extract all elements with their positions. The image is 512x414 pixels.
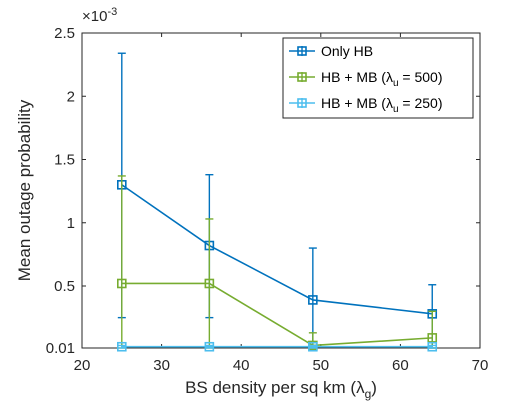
x-label-text: BS density per sq km (	[185, 378, 356, 397]
x-tick-label: 40	[233, 357, 250, 374]
data-point	[308, 295, 318, 305]
plot-area: 20 30 40 50 60 70 0.01 0.5 1 1.5 2 2.5	[46, 25, 489, 374]
series-2	[117, 175, 438, 351]
legend-label: Only HB	[321, 43, 373, 59]
axes-box	[81, 32, 481, 349]
series-line	[121, 282, 433, 347]
legend-item-2: HB + MB (λu = 500)	[289, 69, 443, 89]
legend-label-main: HB + MB (λ	[321, 69, 393, 85]
legend-label-sub: u	[393, 104, 399, 115]
y-exponent-label: ×10-3	[82, 6, 117, 25]
y-exponent-power: -3	[107, 6, 117, 18]
y-tick-label: 0.01	[46, 340, 75, 357]
legend-item-3: HB + MB (λu = 250)	[289, 95, 443, 115]
data-point	[117, 341, 127, 352]
y-tick-label: 2	[67, 88, 75, 105]
x-label-close: )	[371, 378, 377, 397]
legend-label-sub: u	[393, 78, 399, 89]
y-tick-label: 0.5	[54, 278, 75, 295]
x-label-sub: g	[365, 387, 372, 401]
legend-label-tail: = 500)	[399, 69, 443, 85]
legend-marker	[297, 98, 307, 108]
series-3	[117, 341, 438, 352]
legend-item-1: Only HB	[289, 43, 373, 59]
y-tick-label: 2.5	[54, 25, 75, 42]
data-point	[427, 341, 438, 352]
x-tick-label: 70	[472, 357, 489, 374]
x-tick-label: 30	[153, 357, 170, 374]
x-label-symbol: λ	[356, 378, 365, 397]
y-tick-label: 1.5	[54, 152, 75, 169]
legend-label-main: Only HB	[321, 43, 373, 59]
data-point	[204, 278, 215, 289]
x-tick-label: 50	[312, 357, 329, 374]
legend-label-main: HB + MB (λ	[321, 95, 393, 111]
y-tick-label: 1	[67, 215, 75, 232]
x-tick-label: 20	[74, 357, 91, 374]
data-point	[308, 341, 318, 352]
legend-label: HB + MB (λu = 250)	[321, 95, 443, 115]
x-tick-label: 60	[392, 357, 409, 374]
legend-label-tail: = 250)	[399, 95, 443, 111]
data-point	[117, 278, 127, 289]
y-axis-label: Mean outage probability	[15, 99, 34, 281]
y-exponent-base: ×10	[82, 8, 107, 25]
legend-marker	[297, 46, 307, 56]
data-point	[427, 333, 438, 343]
legend-label: HB + MB (λu = 500)	[321, 69, 443, 89]
series-line	[121, 184, 433, 315]
x-axis-label: BS density per sq km (λg)	[185, 378, 377, 401]
data-point	[204, 341, 215, 352]
legend-marker	[297, 72, 307, 82]
